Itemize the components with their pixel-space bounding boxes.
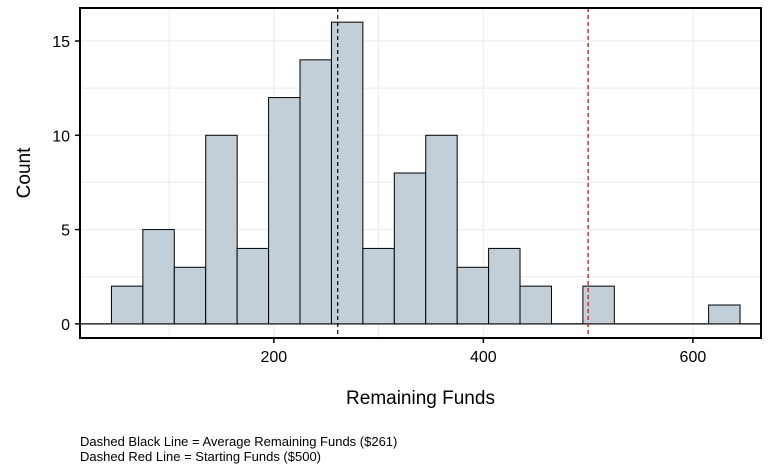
histogram-bar xyxy=(456,266,490,325)
histogram-bar xyxy=(205,134,238,325)
x-tick-label: 400 xyxy=(470,349,497,366)
histogram-bar xyxy=(110,285,144,325)
histogram-bar xyxy=(142,229,175,325)
histogram-bar xyxy=(173,266,207,325)
caption-red-line: Dashed Red Line = Starting Funds ($500) xyxy=(80,449,322,464)
y-tick-label: 15 xyxy=(52,34,70,51)
histogram-bar xyxy=(362,247,395,325)
y-tick-label: 0 xyxy=(61,317,70,334)
histogram-bar xyxy=(299,59,332,325)
x-tick-label: 600 xyxy=(680,349,707,366)
reference-lines xyxy=(337,8,589,338)
x-tick-label: 200 xyxy=(260,349,287,366)
caption-black-line: Dashed Black Line = Average Remaining Fu… xyxy=(80,434,398,449)
histogram-bar xyxy=(393,172,427,325)
histogram-bar xyxy=(708,304,741,325)
x-axis-label: Remaining Funds xyxy=(346,388,495,409)
histogram-bar xyxy=(268,97,301,325)
y-tick-label: 10 xyxy=(52,128,70,145)
axis-ticks: 200 400 600 0 5 10 15 xyxy=(52,34,706,366)
y-tick-label: 5 xyxy=(61,223,70,240)
bars xyxy=(110,21,741,325)
histogram-bar xyxy=(236,247,270,325)
plot-panel-border xyxy=(79,7,762,339)
y-axis-label: Count xyxy=(14,147,35,198)
histogram-bar xyxy=(330,21,364,325)
histogram-bar xyxy=(519,285,552,325)
histogram-chart: 200 400 600 0 5 10 15 Remaining Funds Count xyxy=(14,7,762,409)
histogram-bar xyxy=(488,247,521,325)
histogram-bar xyxy=(425,134,458,325)
